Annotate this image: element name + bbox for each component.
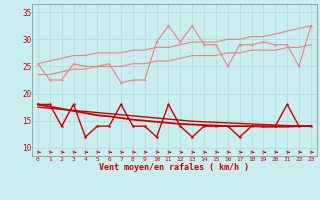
X-axis label: Vent moyen/en rafales ( km/h ): Vent moyen/en rafales ( km/h ): [100, 163, 249, 172]
